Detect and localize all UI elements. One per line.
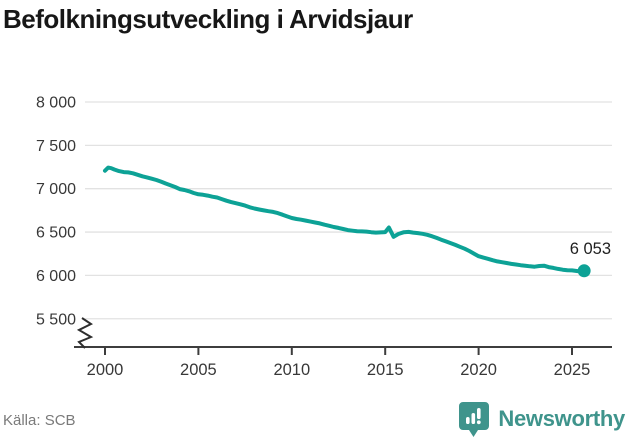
x-tick-label: 2015 [367, 361, 404, 379]
y-axis-labels: 8 000 7 500 7 000 6 500 6 000 5 500 [36, 95, 76, 329]
end-point-label: 6 053 [570, 240, 611, 258]
axis-break-icon [76, 317, 94, 349]
x-axis-labels: 2000 2005 2010 2015 2020 2025 [87, 361, 591, 379]
y-tick-label: 5 500 [36, 311, 76, 328]
population-series-line [103, 165, 587, 274]
x-tick-label: 2000 [87, 361, 124, 379]
y-tick-label: 7 500 [36, 138, 76, 155]
y-tick-label: 8 000 [36, 95, 76, 112]
y-tick-label: 6 500 [36, 225, 76, 242]
y-tick-label: 7 000 [36, 181, 76, 198]
axis-break-zigzag [76, 317, 94, 349]
x-tick-label: 2025 [554, 361, 591, 379]
bar-chart-speech-bubble-icon [459, 402, 490, 437]
latest-value-label: 6 053 [570, 240, 611, 258]
latest-value-dot [577, 264, 591, 278]
x-axis [74, 346, 612, 355]
page-title: Befolkningsutveckling i Arvidsjaur [3, 4, 413, 34]
y-tick-label: 6 000 [36, 268, 76, 285]
newsworthy-logo: Newsworthy [458, 400, 625, 438]
x-tick-label: 2010 [273, 361, 310, 379]
source-caption: Källa: SCB [3, 412, 76, 429]
newsworthy-wordmark: Newsworthy [498, 406, 625, 431]
gridlines [85, 101, 612, 320]
data-line [103, 165, 587, 274]
end-point-dot [577, 264, 591, 278]
x-tick-label: 2005 [180, 361, 217, 379]
x-tick-label: 2020 [460, 361, 497, 379]
